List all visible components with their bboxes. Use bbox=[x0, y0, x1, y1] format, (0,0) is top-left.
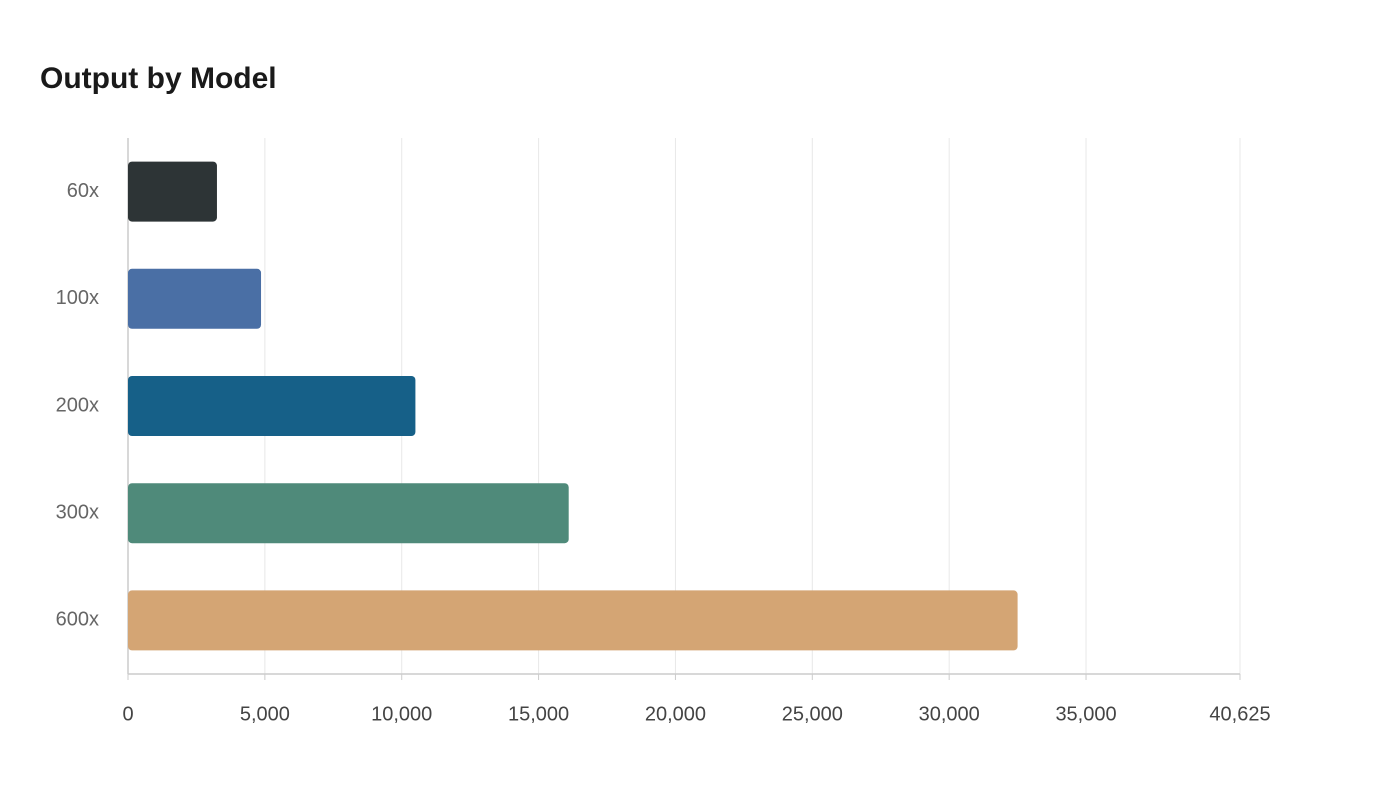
bar bbox=[128, 161, 217, 222]
x-tick-label: 0 bbox=[122, 703, 133, 725]
x-tick-label: 15,000 bbox=[508, 703, 569, 725]
x-tick-label: 5,000 bbox=[240, 703, 290, 725]
bar bbox=[128, 590, 1018, 651]
chart-title: Output by Model bbox=[40, 62, 277, 95]
x-tick-label: 25,000 bbox=[782, 703, 843, 725]
y-tick-label: 60x bbox=[67, 180, 99, 202]
x-tick-label: 10,000 bbox=[371, 703, 432, 725]
y-tick-label: 300x bbox=[56, 501, 99, 523]
y-tick-label: 600x bbox=[56, 609, 99, 631]
x-tick-label: 40,625 bbox=[1209, 703, 1270, 725]
x-tick-label: 35,000 bbox=[1055, 703, 1116, 725]
x-tick-label: 20,000 bbox=[645, 703, 706, 725]
y-tick-label: 200x bbox=[56, 394, 99, 416]
bar bbox=[128, 268, 262, 329]
bar bbox=[128, 376, 416, 436]
y-tick-label: 100x bbox=[56, 287, 99, 309]
bar bbox=[128, 483, 569, 544]
x-tick-label: 30,000 bbox=[919, 703, 980, 725]
